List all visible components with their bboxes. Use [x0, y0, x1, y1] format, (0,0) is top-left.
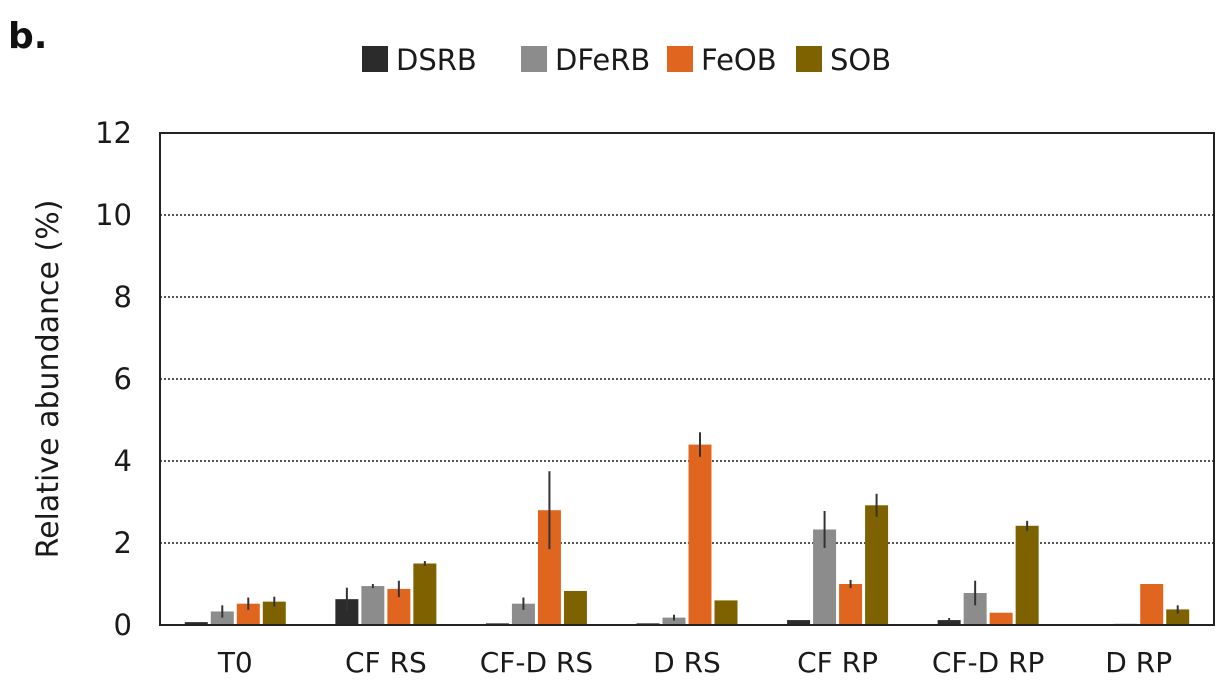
legend-label: DSRB [396, 43, 477, 77]
legend: DSRB DFeRB FeOB SOB [362, 43, 891, 77]
x-category-label: CF-D RP [932, 646, 1045, 679]
x-category-label: CF RS [345, 646, 427, 679]
y-axis-title: Relative abundance (%) [31, 200, 66, 559]
bar-feob-6 [1140, 584, 1164, 625]
x-category-label: T0 [217, 646, 253, 679]
legend-swatch [521, 46, 547, 72]
bars-group [184, 444, 1190, 625]
bar-sob-4 [865, 505, 889, 625]
bar-sob-5 [1015, 525, 1039, 625]
bar-sob-0 [262, 601, 286, 625]
y-tick-label: 4 [114, 444, 132, 478]
bar-dsrb-5 [937, 620, 961, 625]
bar-dferb-4 [813, 529, 837, 625]
y-axis-ticks: 0 2 4 6 8 10 12 [95, 116, 132, 642]
legend-item-dsrb: DSRB [362, 43, 477, 77]
legend-label: SOB [830, 43, 891, 77]
bar-dferb-0 [210, 611, 234, 625]
gridlines [160, 214, 1214, 544]
legend-item-dferb: DFeRB [521, 43, 650, 77]
y-tick-label: 10 [95, 198, 132, 232]
error-bars-group [221, 432, 1179, 623]
y-tick-label: 8 [114, 280, 132, 314]
bar-sob-1 [413, 563, 437, 625]
y-tick-label: 6 [114, 362, 132, 396]
legend-swatch [667, 46, 693, 72]
bar-feob-3 [688, 444, 712, 625]
plot-frame [159, 132, 1215, 626]
bar-dferb-5 [963, 593, 987, 625]
legend-label: FeOB [701, 43, 777, 77]
bar-dsrb-1 [335, 599, 359, 625]
bar-feob-4 [839, 584, 863, 625]
bar-sob-6 [1166, 609, 1190, 625]
bar-dsrb-0 [184, 622, 208, 625]
x-category-label: CF-D RS [480, 646, 593, 679]
x-axis-categories: T0 CF RS CF-D RS D RS CF RP CF-D RP D RP [217, 646, 1172, 679]
x-category-label: CF RP [797, 646, 878, 679]
bar-dferb-2 [511, 603, 535, 625]
x-category-label: D RP [1105, 646, 1172, 679]
bar-sob-2 [563, 590, 587, 625]
bar-feob-0 [236, 603, 260, 625]
bar-feob-5 [989, 612, 1013, 625]
bar-dferb-3 [662, 617, 686, 625]
legend-item-sob: SOB [796, 43, 891, 77]
panel-label: b. [8, 16, 47, 57]
y-tick-label: 12 [95, 116, 132, 150]
x-category-label: D RS [653, 646, 721, 679]
legend-swatch [796, 46, 822, 72]
legend-label: DFeRB [555, 43, 650, 77]
bar-dferb-1 [361, 586, 385, 625]
legend-swatch [362, 46, 388, 72]
legend-item-feob: FeOB [667, 43, 777, 77]
bar-feob-1 [387, 588, 411, 625]
bar-feob-2 [537, 510, 561, 625]
bar-sob-3 [714, 600, 738, 625]
y-tick-label: 0 [114, 608, 132, 642]
y-tick-label: 2 [114, 526, 132, 560]
bar-dsrb-4 [787, 620, 811, 625]
